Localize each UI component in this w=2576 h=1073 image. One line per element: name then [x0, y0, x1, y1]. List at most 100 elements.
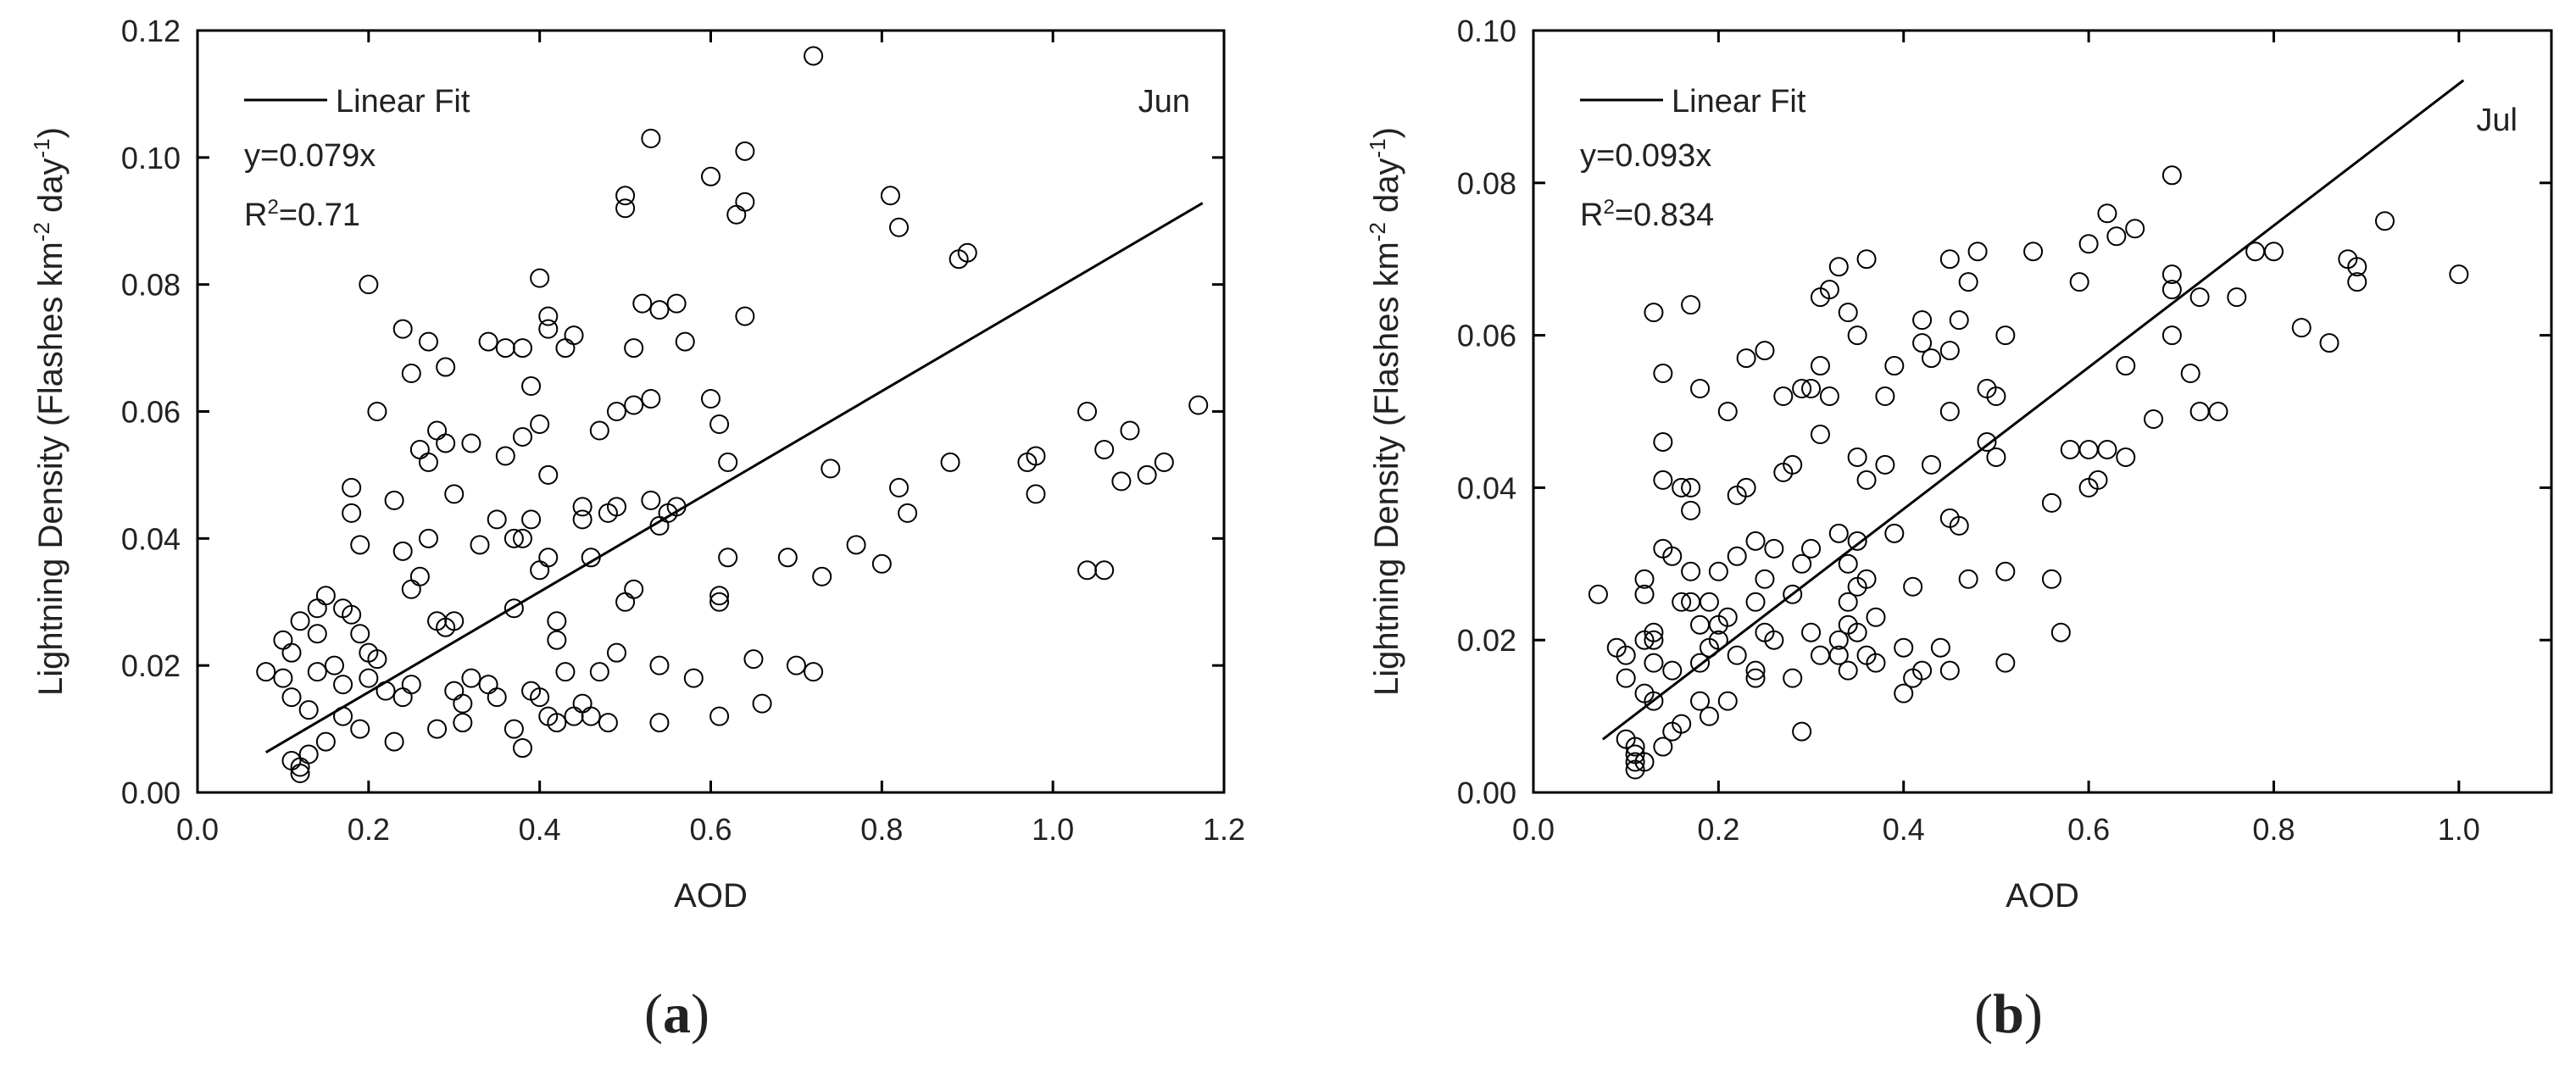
data-point: [1681, 561, 1701, 581]
data-point: [786, 655, 806, 675]
data-point: [1939, 402, 1960, 421]
data-point: [1958, 272, 1978, 292]
data-point: [1588, 584, 1608, 604]
data-point: [2319, 333, 2340, 353]
r2-value: =0.834: [1615, 197, 1714, 233]
x-tick-label: 0.8: [2252, 812, 2295, 847]
x-tick-label: 1.0: [2438, 812, 2480, 847]
data-point: [1856, 249, 1877, 270]
data-point: [333, 675, 353, 695]
data-point: [436, 433, 456, 453]
data-point: [307, 598, 327, 619]
data-point: [1894, 683, 1914, 703]
data-point: [1847, 622, 1867, 642]
y-label-day: day: [1368, 158, 1405, 222]
data-point: [1699, 592, 1719, 612]
data-point: [1708, 630, 1728, 650]
data-point: [1792, 721, 1812, 742]
data-point: [804, 662, 824, 682]
data-point: [615, 198, 636, 219]
data-point: [418, 528, 438, 548]
data-point: [649, 655, 670, 675]
data-point: [1634, 584, 1655, 604]
data-point: [2050, 622, 2071, 642]
data-point: [1653, 737, 1673, 757]
data-point: [1847, 447, 1867, 467]
data-point: [2180, 364, 2200, 384]
y-label-sup-km: -2: [29, 222, 54, 242]
data-point: [1120, 420, 1140, 441]
data-point: [392, 687, 413, 708]
y-label-close: ): [32, 127, 70, 138]
data-point: [530, 268, 550, 288]
r2-prefix: R: [1580, 197, 1603, 233]
data-point: [564, 706, 584, 726]
data-point: [2162, 264, 2182, 285]
data-point: [1094, 560, 1115, 581]
data-point: [1792, 379, 1812, 399]
data-point: [1727, 546, 1747, 566]
y-axis-label: Lightning Density (Flashes km-2 day-1): [1365, 127, 1405, 696]
data-point: [1755, 569, 1775, 589]
data-point: [1717, 607, 1738, 627]
data-point: [444, 681, 465, 701]
data-point: [1801, 379, 1822, 399]
x-tick-label: 0.0: [176, 812, 219, 847]
data-point: [453, 693, 473, 714]
data-point: [401, 579, 421, 599]
x-tick-label: 0.8: [860, 812, 903, 847]
panel-label: (b): [1974, 983, 2043, 1045]
data-point: [641, 389, 661, 409]
data-point: [880, 186, 900, 206]
data-point: [2078, 439, 2099, 459]
data-point: [1690, 614, 1711, 635]
data-point: [1856, 569, 1877, 589]
data-point: [1949, 310, 1969, 331]
data-point: [1708, 561, 1728, 581]
month-label: Jun: [1138, 84, 1190, 120]
data-point: [1755, 341, 1775, 361]
data-point: [2041, 492, 2061, 513]
data-point: [1995, 653, 2016, 673]
data-point: [1912, 660, 1933, 681]
panel-label-open: (: [1974, 983, 1993, 1045]
data-point: [1026, 446, 1046, 466]
data-point: [718, 548, 738, 568]
data-point: [350, 624, 370, 644]
data-point: [683, 668, 704, 688]
y-label-sup-day: -1: [29, 138, 54, 158]
data-point: [1838, 592, 1858, 612]
panel-b-lightning-vs-aod-jul: 0.0 0.2 0.4 0.6 0.8 1.0 0.00 0.02 0.04 0.06 0.08 0.…: [1365, 14, 2553, 1045]
data-point: [1828, 645, 1849, 665]
data-point: [1819, 386, 1839, 407]
data-point: [940, 452, 960, 472]
data-point: [401, 364, 421, 384]
data-point: [871, 553, 892, 574]
data-point: [1690, 653, 1711, 673]
data-point: [606, 497, 626, 517]
y-tick-label: 0.02: [121, 648, 181, 683]
data-point: [1783, 584, 1803, 604]
data-point: [307, 662, 327, 682]
data-point: [1810, 356, 1830, 376]
data-point: [624, 338, 644, 359]
legend: Linear Fit y=0.093x R2=0.834: [1580, 84, 1806, 233]
data-point: [1672, 477, 1692, 498]
data-point: [2374, 211, 2395, 231]
data-point: [504, 528, 524, 548]
y-label-day: day: [32, 158, 70, 222]
data-point: [2189, 287, 2210, 308]
legend-label: Linear Fit: [1672, 84, 1806, 120]
data-point: [726, 204, 747, 225]
data-point: [1977, 431, 1997, 452]
data-point: [957, 242, 977, 263]
r2-prefix: R: [244, 197, 267, 233]
linear-fit-line: [264, 202, 1204, 753]
r2-superscript: 2: [267, 196, 278, 219]
axis-ticks: 0.0 0.2 0.4 0.6 0.8 1.0 1.2 0.00 0.02 0.04 0.06 0.0…: [121, 14, 1245, 847]
data-point: [606, 642, 626, 663]
data-point: [675, 331, 695, 352]
y-label-main: Lightning Density (Flashes km: [32, 242, 70, 696]
data-point: [1717, 691, 1738, 711]
data-point: [436, 357, 456, 377]
